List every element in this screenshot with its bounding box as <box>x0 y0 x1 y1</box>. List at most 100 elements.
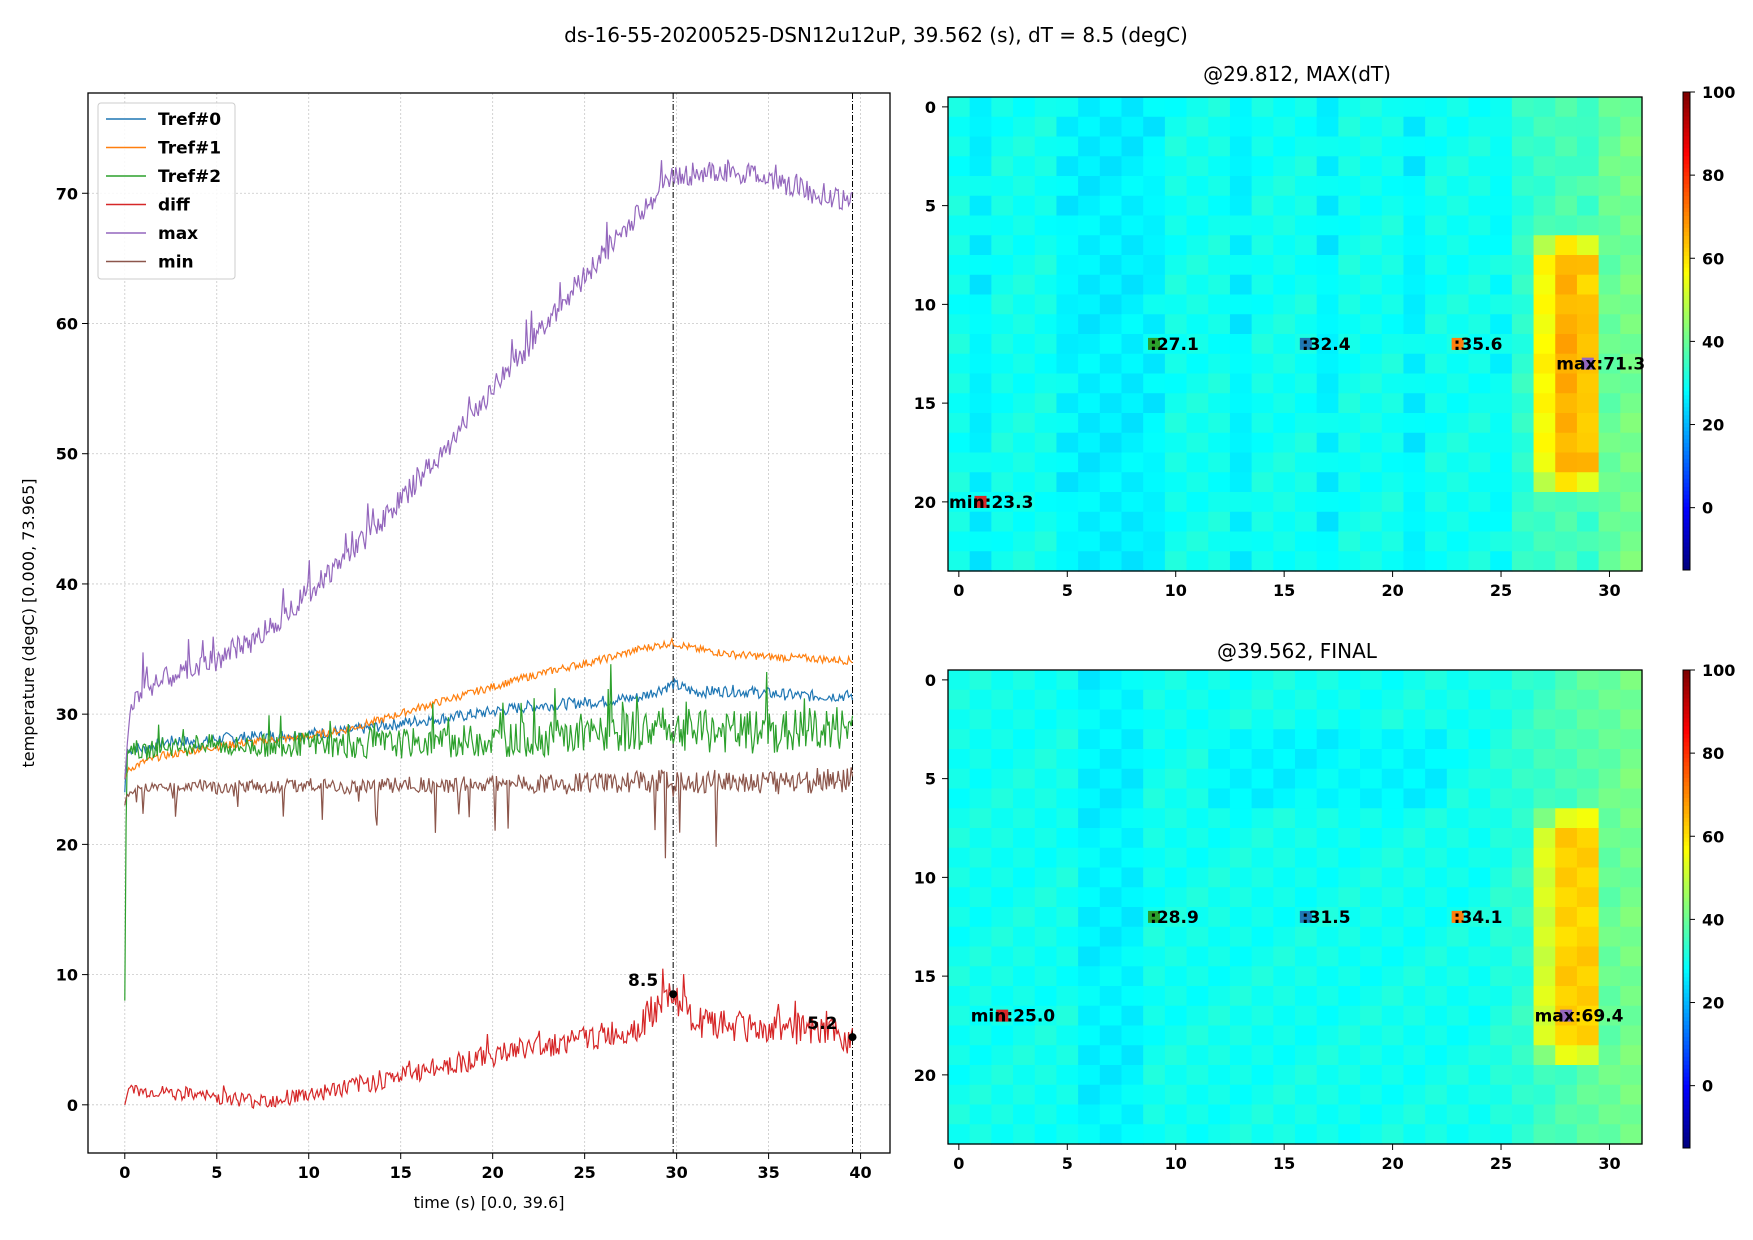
heatmap-cell <box>1164 334 1188 355</box>
colorbar-frame <box>1682 669 1691 1149</box>
heatmap-cell <box>1164 551 1188 572</box>
heatmap-cell <box>1598 1045 1621 1066</box>
colorbar-segment <box>1683 562 1690 567</box>
colorbar-segment <box>1683 948 1690 954</box>
heatmap-cell <box>969 926 992 948</box>
heatmap-cell <box>1425 926 1448 948</box>
x-tick-label: 35 <box>757 1163 779 1182</box>
heatmap-cell <box>1034 136 1058 157</box>
heatmap-cell <box>1381 788 1405 809</box>
heatmap-cell <box>1273 986 1296 1007</box>
heatmap-cell <box>1490 235 1513 256</box>
heatmap-cell <box>1576 215 1600 236</box>
heatmap-cell <box>1143 531 1166 552</box>
heatmap-cell <box>1186 907 1209 928</box>
heatmap-cell <box>1316 511 1339 533</box>
heatmap-cell <box>1013 97 1036 118</box>
heatmap-cell <box>1164 353 1188 375</box>
colorbar-segment <box>1683 1084 1690 1089</box>
heatmap-cell <box>1425 808 1448 829</box>
colorbar-segment <box>1683 1072 1690 1077</box>
heatmap-cell <box>1598 729 1621 750</box>
heatmap-cell <box>1229 136 1253 157</box>
heatmap-cell <box>1446 235 1470 256</box>
heatmap-cell <box>1013 195 1036 217</box>
heatmap-cell <box>1511 847 1535 869</box>
heatmap-cell <box>1208 729 1231 750</box>
heatmap-cell <box>948 255 971 276</box>
heatmap-cell <box>1164 1084 1188 1106</box>
heatmap-cell <box>1164 116 1188 138</box>
heatmap-cell <box>1555 1025 1578 1046</box>
heatmap-cell <box>1229 828 1253 849</box>
heatmap-cell <box>1143 432 1166 454</box>
heatmap-cell <box>1381 353 1405 375</box>
heatmap-cell <box>1490 116 1513 138</box>
heatmap-cell <box>1229 946 1253 967</box>
heatmap-cell <box>969 413 992 434</box>
heatmap-cell <box>1555 1104 1578 1125</box>
heatmap-cell <box>1295 689 1318 711</box>
heatmap-cell <box>991 709 1014 730</box>
heatmap-cell <box>1251 511 1274 533</box>
heatmap-cell <box>1273 452 1296 473</box>
heatmap-cell <box>1208 294 1231 315</box>
y-tick-label: 70 <box>56 184 78 203</box>
heatmap-cell <box>1620 986 1643 1007</box>
heatmap-cell <box>1620 670 1643 691</box>
heatmap-cell <box>1208 215 1231 236</box>
heatmap-cell <box>1251 907 1274 928</box>
heatmap-cell <box>1164 413 1188 434</box>
heatmap-cell <box>1295 195 1318 217</box>
heatmap-cell <box>1056 808 1079 829</box>
heatmap-cell <box>1143 946 1166 967</box>
heatmap-cell <box>1425 531 1448 552</box>
heatmap-cell <box>1251 215 1274 236</box>
colorbar-segment <box>1683 342 1690 348</box>
colorbar-segment <box>1683 171 1690 177</box>
heatmap-cell <box>1078 156 1101 177</box>
heatmap-cell <box>1598 334 1621 355</box>
heatmap-cell <box>1078 946 1101 967</box>
heatmap-cell <box>1403 1045 1426 1066</box>
heatmap-cell <box>1490 907 1513 928</box>
heatmap-cell <box>1121 492 1144 513</box>
heatmap-cell <box>1186 511 1209 533</box>
heatmap-cell <box>1446 887 1470 908</box>
heatmap-cell <box>1511 136 1535 157</box>
heatmap-cell <box>1555 709 1578 730</box>
heatmap-cell <box>991 1045 1014 1066</box>
colorbar-segment <box>1683 334 1690 340</box>
heatmap-cell <box>1273 867 1296 888</box>
heatmap-cell <box>1490 511 1513 533</box>
heatmap-cell <box>1208 472 1231 493</box>
heatmap-cell <box>1425 1065 1448 1086</box>
x-tick-label: 40 <box>849 1163 871 1182</box>
heatmap-cell <box>1013 1084 1036 1106</box>
heatmap-cell <box>1295 274 1318 296</box>
heatmap-cell <box>1490 195 1513 217</box>
sensor-label: :27.1 <box>1150 335 1199 355</box>
heatmap-cell <box>1425 472 1448 493</box>
heatmap-cell <box>1143 314 1166 335</box>
heatmap-cell <box>1013 966 1036 987</box>
heatmap-cell <box>1121 729 1144 750</box>
heatmap-cell <box>1533 847 1556 869</box>
heatmap-cell <box>1511 511 1535 533</box>
heatmap-cell <box>1403 294 1426 315</box>
heatmap-cell <box>1251 156 1274 177</box>
heatmap-cell <box>1013 887 1036 908</box>
heatmap-cell <box>1099 472 1123 493</box>
heatmap-cell <box>1533 156 1556 177</box>
heatmap-cell <box>1620 551 1643 572</box>
heatmap-cell <box>1338 274 1361 296</box>
colorbar-segment <box>1683 865 1690 870</box>
heatmap-cell <box>1295 1005 1318 1027</box>
heatmap-cell <box>1056 215 1079 236</box>
colorbar-segment <box>1683 179 1690 185</box>
legend-entry: diff <box>106 196 190 216</box>
heatmap-cell <box>991 1025 1014 1046</box>
heatmap-cell <box>1034 195 1058 217</box>
heatmap-cell <box>948 1005 971 1027</box>
heatmap-cell <box>1208 551 1231 572</box>
